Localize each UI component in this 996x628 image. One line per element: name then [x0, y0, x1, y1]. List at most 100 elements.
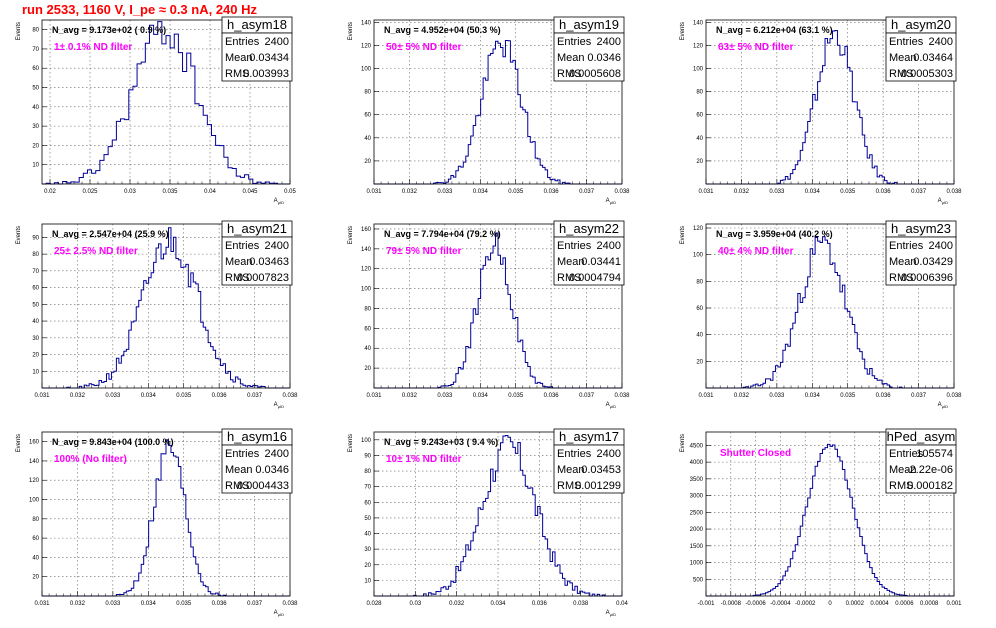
- stat-label: RMS: [889, 272, 913, 284]
- x-tick-label: 0.037: [911, 189, 927, 195]
- x-axis-title-subscript: μID: [278, 404, 284, 409]
- y-tick-label: 50: [364, 516, 371, 522]
- y-tick-label: 140: [361, 20, 372, 26]
- x-tick-label: 0.0006: [895, 601, 914, 607]
- x-tick-label: 0.04: [616, 601, 628, 607]
- x-axis-title: AμID: [938, 198, 948, 205]
- y-tick-label: 120: [361, 267, 372, 273]
- x-axis-title: AμID: [274, 610, 284, 617]
- stat-label: Entries: [225, 36, 260, 48]
- x-tick-label: 0.0004: [870, 601, 889, 607]
- plot-frame: [41, 19, 291, 185]
- x-tick-label: 0.0002: [846, 601, 865, 607]
- stat-value: 0.03429: [913, 256, 953, 268]
- y-tick-label: 60: [32, 536, 39, 542]
- y-tick-label: 60: [364, 326, 371, 332]
- stat-value: 2400: [265, 240, 289, 252]
- stat-value: 0.0005608: [569, 68, 621, 80]
- stat-value: 0.0007823: [237, 272, 289, 284]
- x-tick-label: 0.031: [698, 393, 714, 399]
- y-tick-label: 60: [364, 113, 371, 119]
- y-tick-label: 40: [364, 136, 371, 142]
- x-tick-label: 0.032: [734, 393, 750, 399]
- y-tick-label: 20: [364, 563, 371, 569]
- histogram-h_asym21: 0.031 0.032 0.033 0.034 0.035 0.036 0.037 0.038…: [16, 220, 298, 409]
- y-tick-label: 3000: [690, 494, 704, 500]
- histogram-h_asym19: 0.031 0.032 0.033 0.034 0.035 0.036 0.037 0.038…: [348, 16, 630, 205]
- stat-value: 0.001299: [575, 480, 621, 492]
- stat-box: [885, 236, 957, 286]
- x-tick-label: 0.032: [70, 393, 86, 399]
- stat-label: Mean: [557, 464, 585, 476]
- y-axis-title: Events: [16, 226, 22, 244]
- x-tick-label: 0.032: [449, 601, 465, 607]
- x-axis-title-subscript: μID: [610, 200, 616, 205]
- filter-label: 10± 1% ND filter: [386, 454, 462, 465]
- x-tick-label: 0.04: [204, 189, 216, 195]
- filter-label: 1± 0.1% ND filter: [54, 42, 132, 53]
- stat-value: 0.03434: [249, 52, 289, 64]
- x-tick-label: 0.036: [212, 393, 228, 399]
- x-tick-label: -0.0004: [770, 601, 791, 607]
- histogram-line-h_asym19: [374, 39, 622, 185]
- y-tick-label: 60: [696, 113, 703, 119]
- x-axis-title: AμID: [606, 198, 616, 205]
- y-tick-label: 80: [32, 28, 39, 34]
- y-tick-label: 100: [29, 498, 40, 504]
- stat-value: 0.0346: [587, 52, 621, 64]
- stat-label: Entries: [557, 36, 592, 48]
- y-tick-label: 40: [32, 105, 39, 111]
- x-axis-title-subscript: μID: [942, 404, 948, 409]
- x-tick-label: 0.037: [247, 393, 263, 399]
- x-tick-label: 0.036: [876, 393, 892, 399]
- x-tick-label: 0.031: [34, 393, 50, 399]
- y-tick-label: 60: [32, 286, 39, 292]
- y-tick-label: 100: [361, 67, 372, 73]
- y-tick-label: 3500: [690, 477, 704, 483]
- x-axis-title-subscript: μID: [942, 200, 948, 205]
- filter-label: 40± 4% ND filter: [718, 246, 794, 257]
- y-axis-title: Events: [348, 434, 354, 452]
- stat-title: h_asym17: [559, 429, 619, 444]
- y-tick-label: 120: [29, 478, 40, 484]
- x-axis-title-subscript: μID: [278, 200, 284, 205]
- x-tick-label: 0.034: [490, 601, 506, 607]
- filter-label: Shutter Closed: [720, 448, 791, 459]
- x-tick-label: 0.033: [769, 393, 785, 399]
- y-tick-label: 30: [364, 547, 371, 553]
- y-tick-label: 20: [364, 366, 371, 372]
- y-tick-label: 80: [364, 306, 371, 312]
- histogram-h_asym17: 0.028 0.03 0.032 0.034 0.036 0.038 0.04 10 20 30 4…: [348, 428, 628, 617]
- x-tick-label: 0.035: [508, 393, 524, 399]
- stat-value: 2400: [265, 448, 289, 460]
- stat-value: 0.03441: [581, 256, 621, 268]
- x-tick-label: 0.038: [282, 601, 298, 607]
- navg-label: N_avg = 9.173e+02 ( 0.9 %): [52, 25, 166, 35]
- stat-value: 2400: [597, 448, 621, 460]
- x-axis-title: AμID: [274, 402, 284, 409]
- stat-label: RMS: [225, 480, 249, 492]
- y-tick-label: 60: [696, 306, 703, 312]
- stat-label: RMS: [889, 68, 913, 80]
- filter-label: 63± 5% ND filter: [718, 42, 794, 53]
- histogram-h_asym20: 0.031 0.032 0.033 0.034 0.035 0.036 0.037 0.038…: [680, 16, 962, 205]
- stat-title: h_asym22: [559, 221, 619, 236]
- filter-label: 50± 5% ND filter: [386, 42, 462, 53]
- stat-value: 0.0005303: [901, 68, 953, 80]
- x-tick-label: 0.032: [402, 189, 418, 195]
- x-tick-label: 0.031: [366, 393, 382, 399]
- y-tick-label: 20: [32, 143, 39, 149]
- stat-title: h_asym23: [891, 221, 951, 236]
- y-tick-label: 40: [696, 136, 703, 142]
- stat-box: [221, 236, 293, 286]
- stat-box: [885, 32, 957, 82]
- x-tick-label: 0.038: [573, 601, 589, 607]
- x-tick-label: 0.034: [473, 393, 489, 399]
- y-tick-label: 60: [364, 500, 371, 506]
- x-tick-label: 0.034: [805, 189, 821, 195]
- navg-label: N_avg = 4.952e+04 (50.3 %): [384, 25, 501, 35]
- stat-label: Entries: [225, 240, 260, 252]
- x-tick-label: 0.036: [544, 189, 560, 195]
- stat-label: Entries: [557, 240, 592, 252]
- x-tick-label: 0.03: [124, 189, 136, 195]
